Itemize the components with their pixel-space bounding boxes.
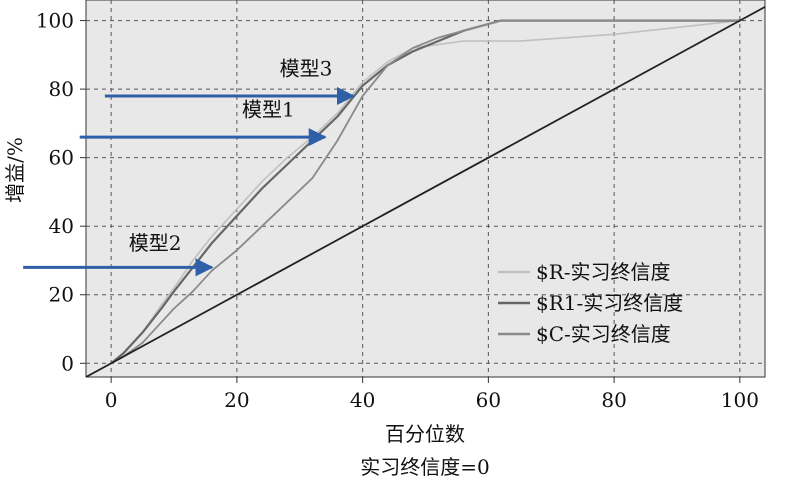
chart-subtitle: 实习终信度=0 — [360, 455, 489, 479]
y-tick-label: 80 — [49, 77, 74, 101]
x-tick-label: 100 — [721, 388, 759, 412]
chart-legend: $R-实习终信度 $R1-实习终信度 $C-实习终信度 — [498, 260, 683, 346]
y-tick-label: 0 — [61, 351, 74, 375]
grid-lines — [86, 0, 765, 377]
legend-label: $R1-实习终信度 — [536, 291, 683, 315]
y-axis-ticks: 0 20 40 60 80 100 — [36, 9, 86, 375]
plot-background — [85, 0, 766, 378]
x-tick-label: 0 — [105, 388, 118, 412]
x-axis-ticks: 0 20 40 60 80 100 — [105, 377, 759, 412]
x-axis-label: 百分位数 — [385, 422, 465, 446]
y-tick-label: 20 — [49, 283, 74, 307]
annotation-label: 模型2 — [129, 231, 182, 255]
x-tick-label: 20 — [224, 388, 249, 412]
model-annotations: 模型3 模型1 模型2 — [23, 56, 355, 277]
x-tick-label: 60 — [476, 388, 501, 412]
x-tick-label: 80 — [601, 388, 626, 412]
y-tick-label: 40 — [49, 214, 74, 238]
y-axis-label: 增益/% — [3, 137, 27, 203]
baseline-line — [86, 6, 765, 377]
series-line-3 — [110, 19, 740, 365]
annotation-label: 模型1 — [242, 98, 295, 122]
x-tick-label: 40 — [350, 388, 375, 412]
y-tick-label: 60 — [49, 146, 74, 170]
y-tick-label: 100 — [36, 9, 74, 33]
legend-label: $R-实习终信度 — [536, 260, 671, 284]
annotation-label: 模型3 — [280, 56, 333, 80]
legend-label: $C-实习终信度 — [536, 322, 671, 346]
